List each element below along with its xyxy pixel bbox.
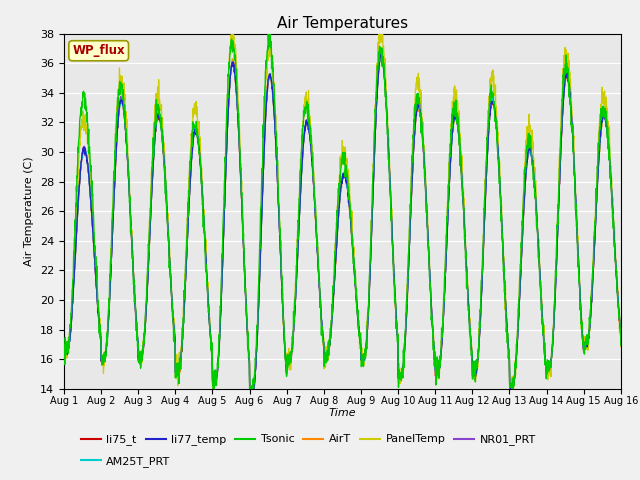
Y-axis label: Air Temperature (C): Air Temperature (C) — [24, 156, 35, 266]
Title: Air Temperatures: Air Temperatures — [277, 16, 408, 31]
X-axis label: Time: Time — [328, 408, 356, 418]
Legend: AM25T_PRT: AM25T_PRT — [81, 456, 170, 467]
Text: WP_flux: WP_flux — [72, 44, 125, 57]
